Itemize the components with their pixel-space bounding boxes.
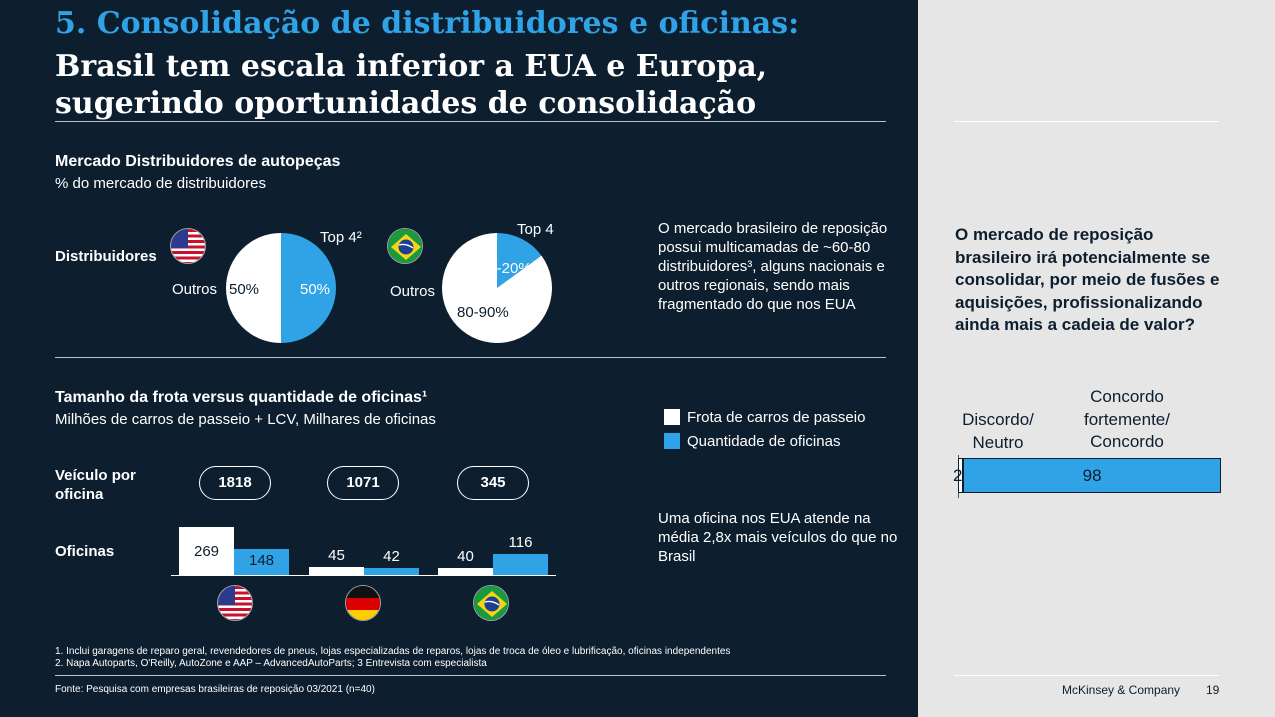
pie-top-label-br: Top 4 <box>517 221 554 238</box>
bar-fleet-us <box>179 527 234 575</box>
bar-baseline <box>171 575 556 576</box>
bar-fleet-value-de: 45 <box>328 546 345 564</box>
footnote-2: 2. Napa Autoparts, O'Reilly, AutoZone e … <box>55 658 487 669</box>
pie-value-top4-br: 10-20% <box>480 260 532 277</box>
germany-flag-icon <box>345 585 381 621</box>
title-divider <box>55 121 886 122</box>
section1-heading: Mercado Distribuidores de autopeças <box>55 153 341 170</box>
side-panel: O mercado de reposição brasileiro irá po… <box>918 0 1275 717</box>
bar-shops-value-us: 148 <box>248 551 275 569</box>
legend-fleet-label: Frota de carros de passeio <box>687 409 866 426</box>
hbar-segment-agree <box>963 458 1221 493</box>
section1-note: O mercado brasileiro de reposição possui… <box>658 220 888 313</box>
legend-fleet-swatch <box>664 409 680 425</box>
vehicle-per-shop-de: 1071 <box>327 466 399 500</box>
bar-shops-us <box>234 548 289 575</box>
category-agree-label: Concordo fortemente/ Concordo <box>1084 387 1170 451</box>
pie-others-label-us: Outros <box>172 281 217 298</box>
bar-shops-value-br: 116 <box>508 534 533 552</box>
section2-subheading: Milhões de carros de passeio + LCV, Milh… <box>55 411 436 428</box>
side-footer-divider <box>954 675 1219 676</box>
us-flag-icon <box>217 585 253 621</box>
bar-shops-de <box>364 567 419 575</box>
section1-subheading: % do mercado de distribuidores <box>55 175 266 192</box>
pie-value-others-us: 50% <box>229 281 259 298</box>
bar-fleet-value-br: 40 <box>457 547 474 565</box>
bar-fleet-de <box>309 566 364 575</box>
bar-shops-br <box>493 554 548 575</box>
legend-shops-swatch <box>664 433 680 449</box>
hbar-value-disagree: 2 <box>953 466 963 485</box>
survey-question: O mercado de reposição brasileiro irá po… <box>955 225 1220 334</box>
slide-title: 5. Consolidação de distribuidores e ofic… <box>55 6 800 41</box>
section2-note: Uma oficina nos EUA atende na média 2,8x… <box>658 510 898 565</box>
hbar-segment-disagree <box>958 458 964 493</box>
hbar-value-agree: 98 <box>1082 466 1102 485</box>
pie-value-top4-us: 50% <box>300 281 330 298</box>
pie-slice-others-us <box>226 233 281 343</box>
distributors-label: Distribuidores <box>55 248 157 265</box>
pie-slice-others-br <box>442 233 552 343</box>
slide-subtitle: Brasil tem escala inferior a EUA e Europ… <box>55 49 768 121</box>
us-flag-icon <box>170 228 206 264</box>
side-divider <box>954 121 1219 122</box>
bar-shops-value-de: 42 <box>383 547 400 565</box>
footer-divider <box>55 675 886 676</box>
distributor-pie-charts: Top 4² Outros 50% 50% Top 4 Outros 80-90% 10-20… <box>172 221 554 343</box>
pie-top-label-us: Top 4² <box>320 229 362 246</box>
source-note: Fonte: Pesquisa com empresas brasileiras… <box>55 684 375 695</box>
bar-fleet-br <box>438 567 493 575</box>
bar-fleet-value-us: 269 <box>193 543 220 560</box>
shops-label: Oficinas <box>55 543 115 560</box>
vehicle-per-shop-us: 1818 <box>199 466 271 500</box>
section-divider <box>55 357 886 358</box>
footnote-1: 1. Inclui garagens de reparo geral, reve… <box>55 646 731 657</box>
category-disagree-label: Discordo/ Neutro <box>962 410 1034 452</box>
brazil-flag-icon <box>473 585 509 621</box>
vehicle-per-shop-br: 345 <box>457 466 529 500</box>
brand-name: McKinsey & Company <box>1062 683 1181 697</box>
main-panel: 5. Consolidação de distribuidores e ofic… <box>55 6 898 695</box>
pie-slice-top4-br <box>497 233 542 288</box>
pie-others-label-br: Outros <box>390 283 435 300</box>
vehicle-per-shop-label: Veículo por oficina <box>55 467 136 503</box>
section2-heading: Tamanho da frota versus quantidade de of… <box>55 389 428 406</box>
brazil-flag-icon <box>387 228 423 264</box>
legend-shops-label: Quantidade de oficinas <box>687 433 841 450</box>
page-number: 19 <box>1206 683 1220 697</box>
pie-slice-top4-us <box>281 233 336 343</box>
pie-value-others-br: 80-90% <box>457 304 509 321</box>
